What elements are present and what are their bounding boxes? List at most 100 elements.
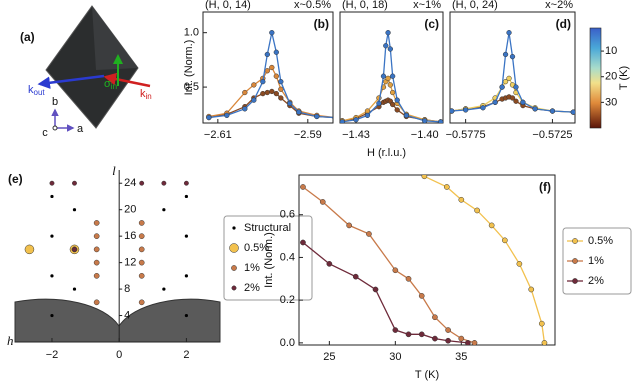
reflection xyxy=(50,194,54,199)
colorbar xyxy=(589,27,602,129)
data-point xyxy=(385,75,391,82)
data-point xyxy=(376,100,382,107)
annotation: x~0.5% xyxy=(294,0,331,11)
x-tick-label: −0.5775 xyxy=(446,129,486,141)
reflection xyxy=(50,234,54,238)
data-point xyxy=(269,88,275,95)
data-point xyxy=(269,30,275,36)
data-point xyxy=(278,78,284,85)
data-point xyxy=(251,97,257,103)
data-point xyxy=(528,286,535,293)
y-tick-label: 0.0 xyxy=(280,337,295,349)
data-point xyxy=(387,46,394,52)
data-point xyxy=(242,106,248,112)
sigma-sub: in xyxy=(111,82,117,91)
panel-label: (d) xyxy=(556,17,571,31)
data-point xyxy=(570,109,575,115)
y-tick-label: 4 xyxy=(124,309,130,321)
legend-label: 1% xyxy=(588,255,604,267)
k-in-label: kin xyxy=(140,88,152,101)
legend-label: Structural xyxy=(244,222,291,234)
reflection xyxy=(93,299,100,306)
data-point xyxy=(269,64,275,71)
legend-marker xyxy=(232,226,236,230)
data-point xyxy=(392,267,399,274)
data-point xyxy=(340,119,345,123)
data-point xyxy=(352,273,359,280)
data-point xyxy=(506,75,512,82)
data-point xyxy=(389,73,396,79)
plot-area xyxy=(206,30,333,121)
data-point xyxy=(260,78,266,85)
k-in-arrow xyxy=(103,72,151,88)
x-tick-label: 2 xyxy=(183,349,189,361)
series-line xyxy=(208,32,333,119)
y-tick-label: 24 xyxy=(124,177,136,189)
reflection xyxy=(184,274,188,278)
reflection xyxy=(139,180,145,186)
y-tick-label: 0.6 xyxy=(280,209,295,221)
panel-title: (H, 0, 24) xyxy=(452,0,498,11)
colorbar-tick-label: 30 xyxy=(605,96,617,108)
data-point xyxy=(326,260,333,267)
axis-label: c xyxy=(42,127,48,139)
data-point xyxy=(458,196,465,203)
data-point xyxy=(513,98,519,104)
data-point xyxy=(264,89,270,96)
x-axis-label: H (r.l.u.) xyxy=(367,147,406,159)
x-tick-label: −2 xyxy=(46,349,59,361)
x-tick-label: 0 xyxy=(116,349,122,361)
legend-marker xyxy=(231,285,237,291)
reflection xyxy=(72,246,77,252)
k-out-arrow xyxy=(37,74,105,89)
data-point xyxy=(502,51,509,58)
panel-label: (a) xyxy=(20,30,35,44)
plot-frame xyxy=(449,11,576,124)
reflection xyxy=(138,299,145,306)
data-point xyxy=(516,260,523,267)
data-point xyxy=(462,107,469,113)
annotation: x~1% xyxy=(413,0,441,11)
reflection xyxy=(93,272,100,279)
data-point xyxy=(443,184,450,190)
plot-area xyxy=(300,175,548,345)
crystal-facet xyxy=(92,6,138,70)
colorbar-tick-label: 10 xyxy=(605,45,617,57)
annotation: x~2% xyxy=(545,0,573,11)
data-point xyxy=(346,222,352,229)
data-point xyxy=(319,199,326,205)
data-point xyxy=(264,51,270,58)
k-main: k xyxy=(28,84,34,96)
data-point xyxy=(380,73,387,79)
panel-a: (a) kout kin σin b c a xyxy=(20,5,152,139)
data-point xyxy=(260,90,266,97)
reflection xyxy=(93,246,100,253)
reflection xyxy=(138,246,145,253)
data-point xyxy=(502,237,508,244)
data-point xyxy=(366,231,372,237)
legend-label: 1% xyxy=(244,262,260,274)
x-tick-label: 35 xyxy=(455,351,467,363)
y-tick-label: 0.5 xyxy=(184,81,199,93)
data-point xyxy=(389,89,396,96)
data-point xyxy=(450,108,455,114)
plot-frame xyxy=(339,11,444,124)
reflection xyxy=(161,180,167,186)
legend-marker xyxy=(229,243,239,253)
data-point xyxy=(206,114,212,121)
legend-box xyxy=(223,215,313,301)
data-point xyxy=(353,117,359,123)
data-point xyxy=(509,95,516,101)
reflection xyxy=(183,180,189,186)
panel-label: (e) xyxy=(8,172,23,186)
reflection xyxy=(93,233,100,240)
reflection xyxy=(184,313,188,318)
reflection xyxy=(49,180,55,186)
data-point xyxy=(520,99,526,105)
data-point xyxy=(273,73,279,79)
data-point xyxy=(387,82,394,88)
inaccessible-region xyxy=(14,298,221,343)
data-point xyxy=(385,30,391,36)
data-point xyxy=(480,105,486,111)
